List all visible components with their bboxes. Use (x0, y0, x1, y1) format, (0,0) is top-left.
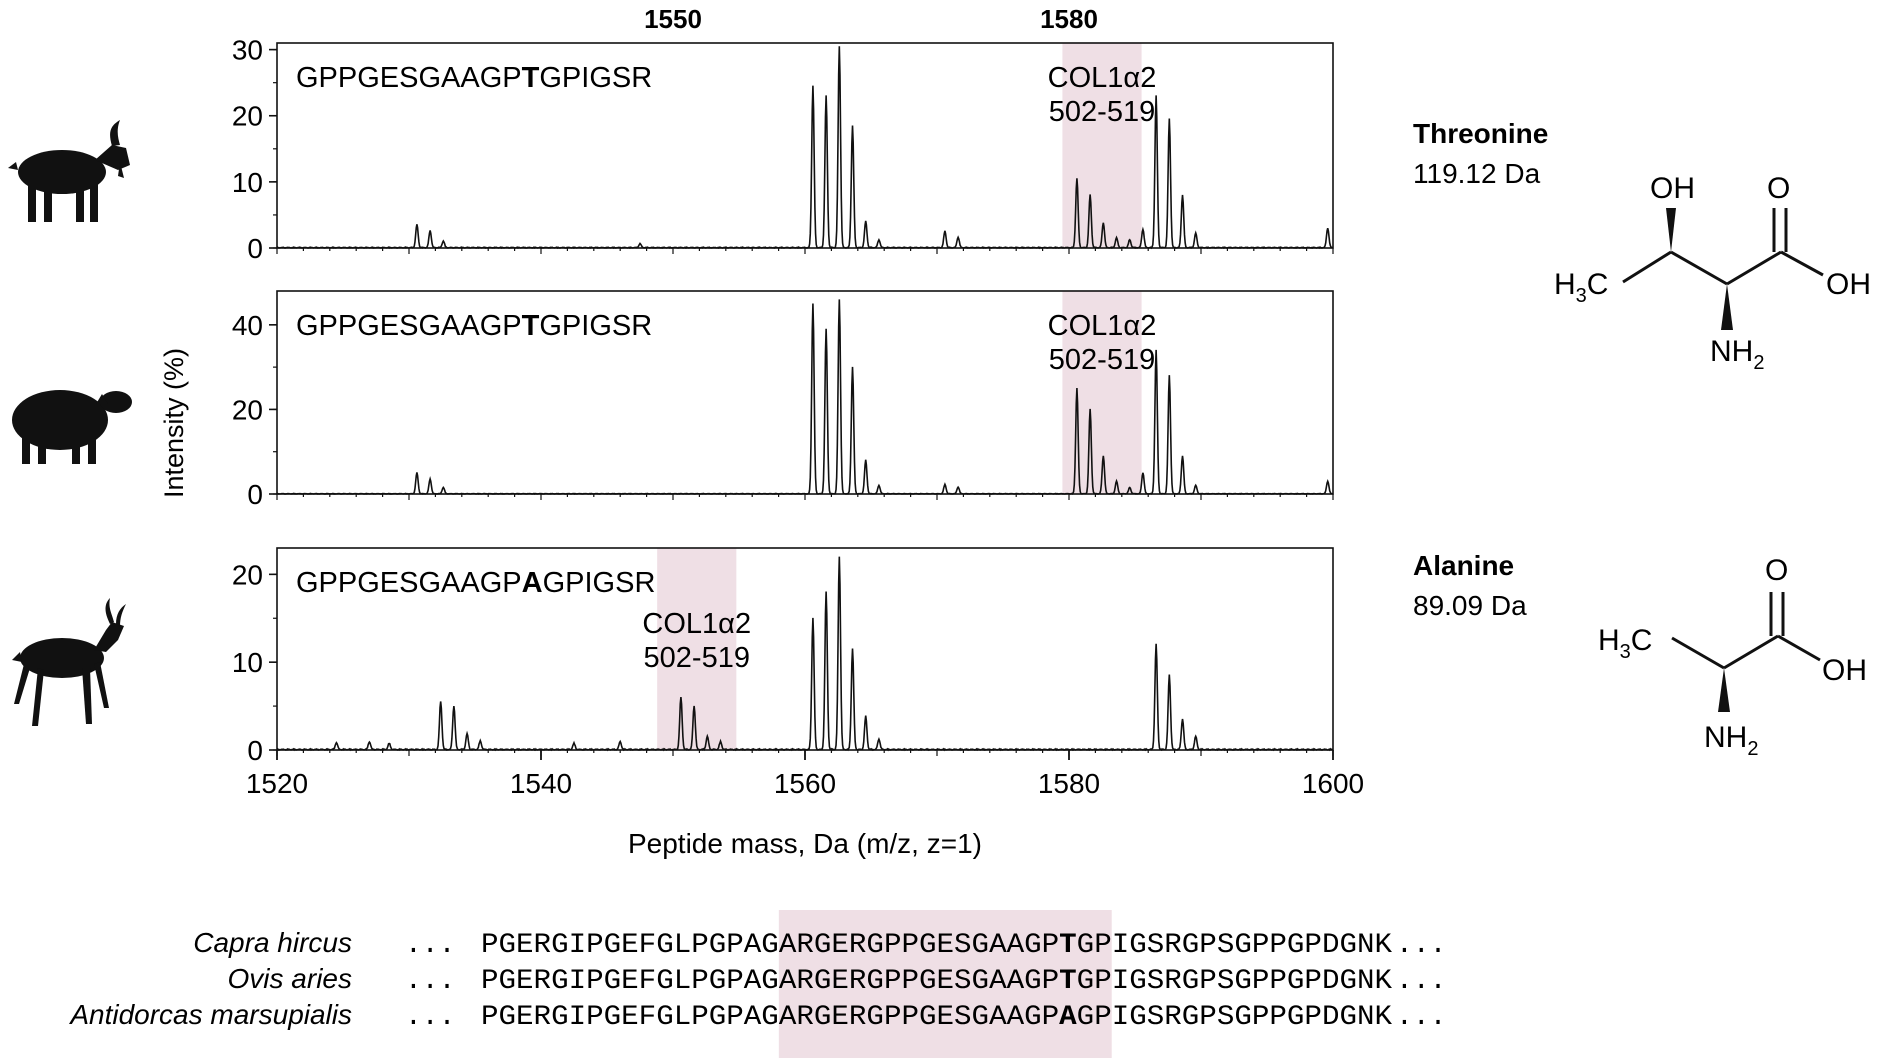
threonine-mass: 119.12 Da (1413, 158, 1541, 189)
y-tick-label: 0 (247, 479, 263, 510)
alignment-lead: ... (405, 1002, 455, 1033)
seq-after: GPIGSRGPSGPPGPDGNK (1077, 966, 1393, 997)
seq-after: GPIGSRGPSGPPGPDGNK (1077, 1002, 1393, 1033)
annotation-line1: COL1α2 (642, 608, 751, 640)
seq-before: PGERGIPGEFGLPGPAGARGERGPPGESGAAGP (481, 966, 1059, 997)
y-tick-label: 0 (247, 735, 263, 766)
threonine-h3c: H3C (1554, 268, 1608, 307)
x-tick-label: 1580 (1038, 768, 1100, 799)
peptide-residue: A (522, 567, 543, 599)
y-tick-label: 20 (232, 101, 263, 132)
alignment-lead: ... (405, 966, 455, 997)
y-tick-label: 0 (247, 233, 263, 264)
annotation-line2: 502-519 (1049, 344, 1155, 376)
sequence-alignment: Capra hircus... PGERGIPGEFGLPGPAGARGERGPP… (68, 927, 1446, 1033)
annotation-line2: 502-519 (1049, 96, 1155, 128)
seq-variant: A (1059, 1002, 1077, 1033)
threonine-o: O (1767, 172, 1790, 205)
alignment-sequence: PGERGIPGEFGLPGPAGARGERGPPGESGAAGP AGPIGSR… (481, 1002, 1392, 1033)
alignment-species: Capra hircus (193, 927, 352, 958)
top-mark-1550: 1550 (644, 4, 702, 34)
y-tick-label: 10 (232, 647, 263, 678)
peptide-suffix: GPIGSR (539, 62, 652, 94)
y-tick-label: 20 (232, 559, 263, 590)
peptide-residue: T (522, 310, 540, 342)
alignment-species: Ovis aries (228, 963, 352, 994)
annotation-line2: 502-519 (644, 642, 750, 674)
alanine-name: Alanine (1413, 550, 1514, 581)
alanine-structure-icon (1671, 592, 1821, 712)
alignment-species: Antidorcas marsupialis (68, 999, 352, 1030)
alanine-nh2: NH2 (1704, 721, 1758, 760)
peptide-prefix: GPPGESGAAGP (296, 567, 522, 599)
peptide-label: GPPGESGAAGPTGPIGSR (296, 62, 652, 94)
threonine-oh-top: OH (1650, 172, 1695, 205)
alanine-o: O (1765, 554, 1788, 587)
seq-before: PGERGIPGEFGLPGPAGARGERGPPGESGAAGP (481, 1002, 1059, 1033)
y-tick-label: 10 (232, 167, 263, 198)
x-tick-label: 1560 (774, 768, 836, 799)
y-tick-label: 40 (232, 310, 263, 341)
alanine-mass: 89.09 Da (1413, 590, 1527, 621)
peptide-label: GPPGESGAAGPTGPIGSR (296, 310, 652, 342)
x-axis-label: Peptide mass, Da (m/z, z=1) (628, 828, 982, 859)
top-mark-1580: 1580 (1040, 4, 1098, 34)
threonine-nh2: NH2 (1710, 335, 1764, 374)
alignment-sequence: PGERGIPGEFGLPGPAGARGERGPPGESGAAGP TGPIGSR… (481, 930, 1392, 961)
annotation-line1: COL1α2 (1048, 310, 1157, 342)
goat-silhouette-icon (8, 120, 130, 222)
annotation-line1: COL1α2 (1048, 62, 1157, 94)
alignment-sequence: PGERGIPGEFGLPGPAGARGERGPPGESGAAGP TGPIGSR… (481, 966, 1392, 997)
peptide-prefix: GPPGESGAAGP (296, 62, 522, 94)
peptide-prefix: GPPGESGAAGP (296, 310, 522, 342)
y-axis-label: Intensity (%) (159, 348, 189, 498)
seq-after: GPIGSRGPSGPPGPDGNK (1077, 930, 1393, 961)
seq-before: PGERGIPGEFGLPGPAGARGERGPPGESGAAGP (481, 930, 1059, 961)
peptide-suffix: GPIGSR (543, 567, 656, 599)
y-tick-label: 30 (232, 35, 263, 66)
x-tick-label: 1600 (1302, 768, 1364, 799)
alignment-highlight (778, 910, 1112, 1058)
threonine-name: Threonine (1413, 118, 1548, 149)
alignment-lead: ... (405, 930, 455, 961)
x-tick-label: 1540 (510, 768, 572, 799)
threonine-structure-icon (1622, 208, 1824, 330)
seq-variant: T (1059, 966, 1077, 997)
peptide-residue: T (522, 62, 540, 94)
peptide-suffix: GPIGSR (539, 310, 652, 342)
alanine-oh: OH (1822, 654, 1867, 687)
alanine-h3c: H3C (1598, 624, 1652, 663)
sheep-silhouette-icon (12, 390, 132, 464)
highlight-band (657, 548, 737, 750)
seq-variant: T (1059, 930, 1077, 961)
peptide-label: GPPGESGAAGPAGPIGSR (296, 567, 655, 599)
alignment-trail: ... (1396, 930, 1446, 961)
alignment-trail: ... (1396, 966, 1446, 997)
alignment-trail: ... (1396, 1002, 1446, 1033)
threonine-oh: OH (1826, 268, 1871, 301)
x-tick-label: 1520 (246, 768, 308, 799)
y-tick-label: 20 (232, 394, 263, 425)
springbok-silhouette-icon (12, 598, 126, 726)
